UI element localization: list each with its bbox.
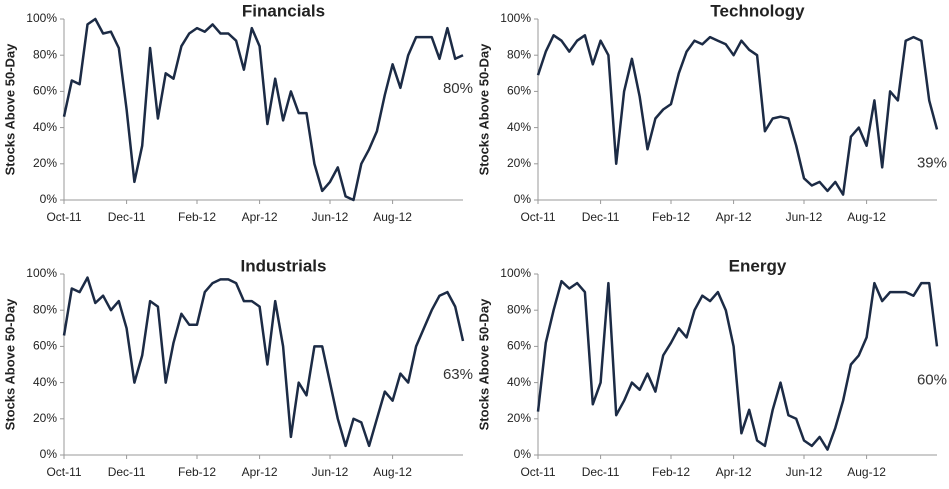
y-tick-label: 40%	[507, 375, 531, 389]
x-tick-label: Feb-12	[178, 210, 216, 224]
y-axis-label: Stocks Above 50-Day	[2, 43, 17, 176]
y-tick-label: 100%	[500, 11, 531, 25]
panel: Industrials Stocks Above 50-Day 0% 20% 40% 60…	[2, 256, 473, 479]
y-tick-label: 60%	[33, 339, 57, 353]
y-axis-label: Stocks Above 50-Day	[476, 43, 491, 176]
y-tick-label: 20%	[33, 411, 57, 425]
x-tick-label: Aug-12	[373, 210, 412, 224]
y-tick-label: 20%	[507, 156, 531, 170]
x-tick-label: Oct-11	[520, 465, 555, 479]
x-tick-label: Jun-12	[786, 465, 823, 479]
chart-title: Financials	[242, 1, 325, 20]
x-tick-label: Feb-12	[178, 465, 216, 479]
x-tick-label: Apr-12	[716, 210, 752, 224]
y-tick-label: 80%	[33, 302, 57, 316]
x-tick-label: Dec-11	[582, 210, 620, 224]
y-axis-label: Stocks Above 50-Day	[476, 298, 491, 431]
y-tick-label: 40%	[33, 375, 57, 389]
x-tick-label: Aug-12	[373, 465, 412, 479]
y-tick-label: 60%	[507, 84, 531, 98]
end-value-annotation: 39%	[917, 154, 947, 171]
chart-title: Technology	[710, 1, 805, 20]
y-tick-label: 100%	[26, 11, 57, 25]
y-tick-label: 0%	[514, 192, 532, 206]
x-tick-label: Aug-12	[847, 210, 886, 224]
y-tick-label: 100%	[26, 266, 57, 280]
y-tick-label: 40%	[33, 120, 57, 134]
panel: Technology Stocks Above 50-Day 0% 20% 40% 60%…	[476, 1, 947, 224]
y-tick-label: 100%	[500, 266, 531, 280]
chart-title: Industrials	[241, 256, 327, 275]
x-tick-label: Dec-11	[108, 210, 146, 224]
data-line	[62, 17, 464, 202]
y-tick-label: 80%	[507, 302, 531, 316]
data-line	[536, 34, 939, 196]
y-tick-label: 60%	[33, 84, 57, 98]
x-tick-label: Dec-11	[582, 465, 620, 479]
panel: Financials Stocks Above 50-Day 0% 20% 40% 60%…	[2, 1, 473, 224]
x-tick-label: Jun-12	[312, 210, 349, 224]
x-tick-label: Apr-12	[242, 465, 278, 479]
end-value-annotation: 63%	[443, 366, 473, 383]
x-tick-label: Aug-12	[847, 465, 886, 479]
y-axis-label: Stocks Above 50-Day	[2, 298, 17, 431]
y-tick-label: 0%	[40, 447, 58, 461]
x-tick-label: Jun-12	[312, 465, 349, 479]
x-tick-label: Oct-11	[46, 210, 81, 224]
end-value-annotation: 80%	[443, 80, 473, 97]
y-tick-label: 40%	[507, 120, 531, 134]
x-tick-label: Jun-12	[786, 210, 823, 224]
y-tick-label: 80%	[33, 47, 57, 61]
y-tick-label: 20%	[33, 156, 57, 170]
panel: Energy Stocks Above 50-Day 0% 20% 40% 60% 80% 1…	[476, 256, 947, 479]
x-tick-label: Apr-12	[242, 210, 278, 224]
data-line	[536, 279, 939, 451]
x-tick-label: Feb-12	[652, 465, 690, 479]
x-tick-label: Feb-12	[652, 210, 690, 224]
data-line	[62, 276, 465, 448]
x-tick-label: Apr-12	[716, 465, 752, 479]
y-tick-label: 80%	[507, 47, 531, 61]
x-tick-label: Oct-11	[46, 465, 81, 479]
end-value-annotation: 60%	[917, 371, 947, 388]
y-tick-label: 20%	[507, 411, 531, 425]
x-tick-label: Oct-11	[520, 210, 555, 224]
y-tick-label: 60%	[507, 339, 531, 353]
chart-title: Energy	[729, 256, 787, 275]
y-tick-label: 0%	[514, 447, 532, 461]
y-tick-label: 0%	[40, 192, 58, 206]
x-tick-label: Dec-11	[108, 465, 146, 479]
